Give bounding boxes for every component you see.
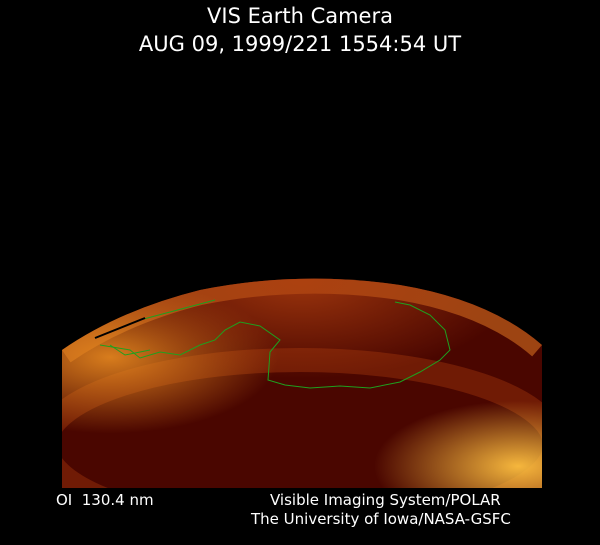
image-timestamp: AUG 09, 1999/221 1554:54 UT <box>138 32 462 56</box>
institution-label: The University of Iowa/NASA-GSFC <box>251 510 511 528</box>
image-title: VIS Earth Camera <box>207 4 393 28</box>
instrument-label: Visible Imaging System/POLAR <box>270 491 501 509</box>
earth-disk <box>62 278 542 488</box>
data-gap-line <box>94 317 146 339</box>
filter-label: OI 130.4 nm <box>56 491 154 509</box>
